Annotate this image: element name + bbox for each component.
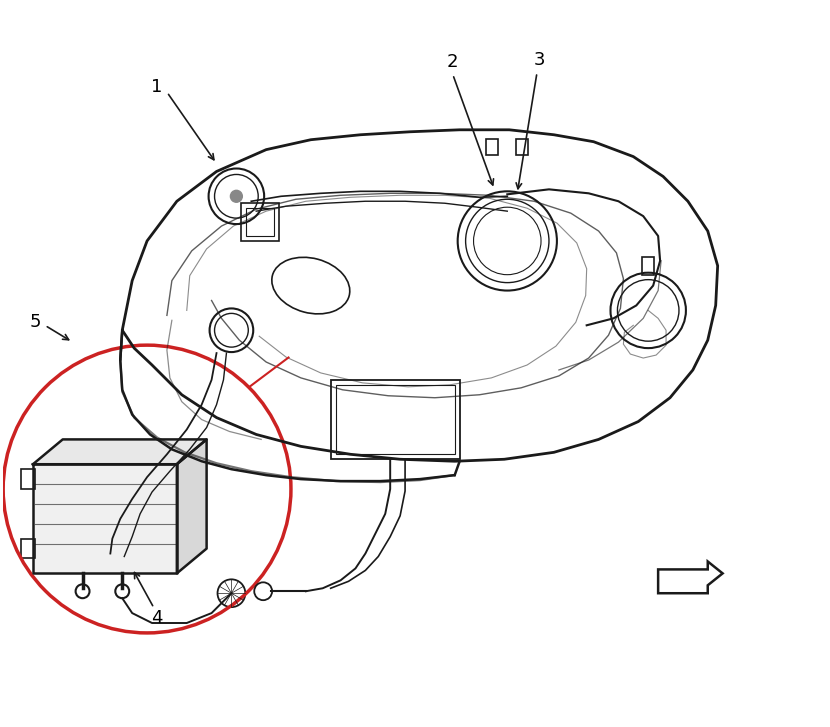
Bar [247, 208, 274, 236]
Circle shape [231, 190, 242, 202]
Bar [516, 139, 528, 155]
Bar [642, 257, 654, 275]
Bar [335, 385, 455, 454]
Polygon shape [33, 465, 177, 574]
Bar [21, 539, 35, 558]
Text: 2: 2 [447, 53, 458, 71]
Bar [330, 380, 460, 459]
Bar [486, 139, 498, 155]
Polygon shape [177, 439, 207, 574]
Bar [21, 469, 35, 489]
Text: 3: 3 [534, 52, 544, 69]
Text: 5: 5 [29, 313, 41, 332]
Text: 4: 4 [151, 609, 163, 627]
Polygon shape [33, 439, 207, 465]
Text: 1: 1 [151, 78, 163, 96]
Bar [242, 204, 279, 241]
